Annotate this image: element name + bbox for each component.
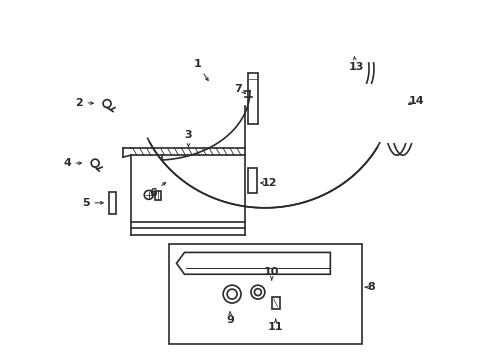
Bar <box>109 192 116 214</box>
Text: 12: 12 <box>262 178 277 188</box>
Text: 14: 14 <box>408 96 424 105</box>
Text: 8: 8 <box>366 282 374 292</box>
Text: 4: 4 <box>63 158 71 168</box>
Text: 11: 11 <box>267 319 283 332</box>
Polygon shape <box>176 252 330 274</box>
Text: 10: 10 <box>264 267 279 280</box>
Text: 7: 7 <box>234 84 242 94</box>
Bar <box>168 244 361 344</box>
Text: 6: 6 <box>148 183 165 198</box>
Text: 1: 1 <box>193 59 208 81</box>
Text: 9: 9 <box>226 312 234 325</box>
Text: 3: 3 <box>184 130 192 147</box>
Bar <box>247 168 256 193</box>
Bar <box>154 191 161 200</box>
Text: 13: 13 <box>348 56 363 72</box>
Text: 5: 5 <box>82 198 90 208</box>
Bar <box>271 297 279 309</box>
Bar <box>247 73 257 125</box>
Text: 2: 2 <box>75 98 83 108</box>
